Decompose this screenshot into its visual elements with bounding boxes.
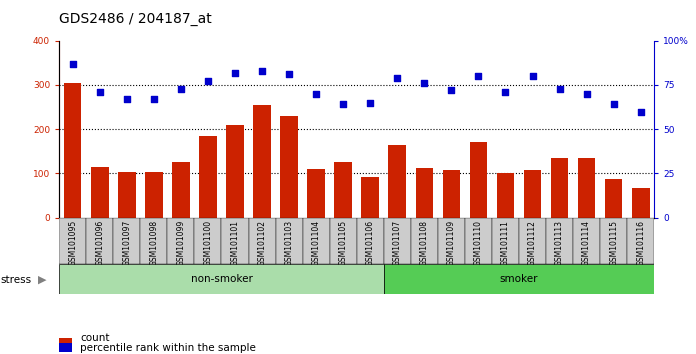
Bar [308, 169, 325, 218]
Bar [578, 158, 595, 218]
Bar [605, 179, 622, 218]
Text: GSM101115: GSM101115 [609, 220, 618, 266]
Bar [383, 264, 654, 294]
Bar [600, 218, 627, 264]
Text: GSM101102: GSM101102 [258, 220, 267, 266]
Bar [303, 218, 330, 264]
Bar [334, 162, 352, 218]
Point [446, 87, 457, 93]
Bar [438, 218, 465, 264]
Text: GSM101106: GSM101106 [365, 220, 374, 266]
Text: GSM101113: GSM101113 [555, 220, 564, 266]
Bar [194, 218, 221, 264]
Point [554, 86, 565, 91]
Bar [573, 218, 600, 264]
Point [419, 80, 430, 86]
Bar [145, 172, 163, 218]
Bar [330, 218, 357, 264]
Text: GSM101108: GSM101108 [420, 220, 429, 266]
Bar [253, 105, 271, 218]
Bar [64, 83, 81, 218]
Text: count: count [80, 333, 109, 343]
Text: percentile rank within the sample: percentile rank within the sample [80, 343, 256, 353]
Point [148, 96, 159, 102]
Text: smoker: smoker [500, 274, 538, 284]
Bar [221, 218, 248, 264]
Bar [276, 218, 303, 264]
Point [175, 86, 187, 91]
Point [94, 89, 105, 95]
Bar [357, 218, 383, 264]
Bar [416, 168, 433, 218]
Point [256, 68, 267, 74]
Bar [280, 116, 298, 218]
Text: GSM101099: GSM101099 [176, 220, 185, 266]
Bar [383, 218, 411, 264]
Point [310, 91, 322, 97]
Bar [632, 188, 649, 218]
Text: GSM101096: GSM101096 [95, 220, 104, 266]
Text: ▶: ▶ [38, 275, 47, 285]
Text: GSM101107: GSM101107 [393, 220, 402, 266]
Point [365, 100, 376, 105]
Bar [551, 158, 569, 218]
Bar [199, 136, 216, 218]
Bar [388, 145, 406, 218]
Text: GSM101100: GSM101100 [203, 220, 212, 266]
Bar [248, 218, 276, 264]
Point [230, 70, 241, 75]
Point [392, 75, 403, 81]
Bar [492, 218, 519, 264]
Bar [361, 177, 379, 218]
Point [338, 102, 349, 107]
Bar [411, 218, 438, 264]
Point [121, 96, 132, 102]
Bar [59, 218, 86, 264]
Bar [470, 143, 487, 218]
Text: GSM101114: GSM101114 [582, 220, 591, 266]
Text: GSM101111: GSM101111 [501, 220, 510, 266]
Bar [443, 170, 460, 218]
Text: GSM101095: GSM101095 [68, 220, 77, 266]
Bar [167, 218, 194, 264]
Bar [59, 264, 383, 294]
Bar [497, 173, 514, 218]
Text: GSM101105: GSM101105 [339, 220, 348, 266]
Text: GSM101098: GSM101098 [150, 220, 158, 266]
Bar [465, 218, 492, 264]
Text: GSM101104: GSM101104 [312, 220, 321, 266]
Bar [546, 218, 573, 264]
Text: GSM101097: GSM101097 [122, 220, 132, 266]
Point [500, 89, 511, 95]
Text: stress: stress [1, 275, 32, 285]
Text: GSM101112: GSM101112 [528, 220, 537, 266]
Point [581, 91, 592, 97]
Text: GDS2486 / 204187_at: GDS2486 / 204187_at [59, 12, 212, 27]
Bar [86, 218, 113, 264]
Bar [226, 125, 244, 218]
Bar [118, 172, 136, 218]
Point [203, 79, 214, 84]
Bar [113, 218, 141, 264]
Point [283, 72, 294, 77]
Bar [91, 167, 109, 218]
Point [473, 73, 484, 79]
Bar [141, 218, 167, 264]
Point [527, 73, 538, 79]
Point [608, 102, 619, 107]
Bar [519, 218, 546, 264]
Point [635, 109, 647, 114]
Point [67, 61, 78, 67]
Text: GSM101116: GSM101116 [636, 220, 645, 266]
Bar [172, 162, 190, 218]
Bar [627, 218, 654, 264]
Text: GSM101103: GSM101103 [285, 220, 294, 266]
Text: GSM101110: GSM101110 [474, 220, 483, 266]
Bar [523, 170, 541, 218]
Text: non-smoker: non-smoker [191, 274, 253, 284]
Text: GSM101101: GSM101101 [230, 220, 239, 266]
Text: GSM101109: GSM101109 [447, 220, 456, 266]
